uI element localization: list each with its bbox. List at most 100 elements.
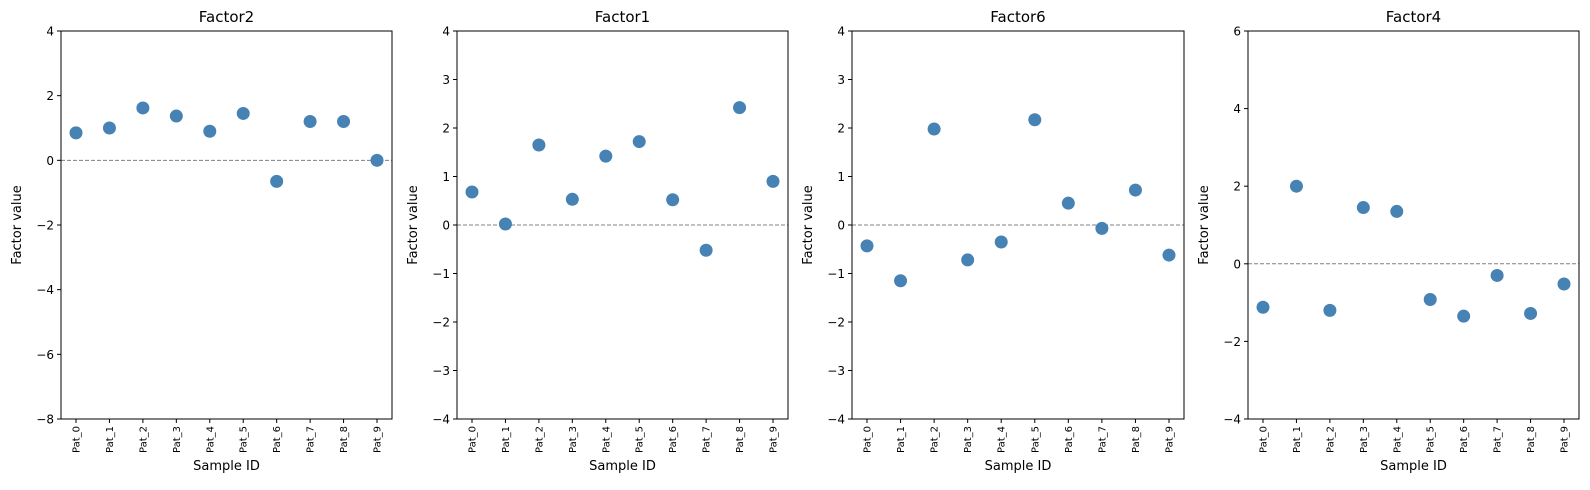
- y-tick-label: 0: [46, 154, 54, 168]
- x-tick-label: Pat_1: [501, 426, 512, 453]
- x-tick-label: Pat_6: [1064, 426, 1075, 453]
- y-tick-label: −3: [432, 364, 450, 378]
- y-tick-label: −2: [36, 219, 54, 233]
- data-point-pat-3: [1356, 201, 1370, 215]
- y-tick-label: −3: [827, 364, 845, 378]
- y-tick-label: −1: [827, 267, 845, 281]
- data-point-pat-7: [699, 243, 713, 257]
- data-point-pat-0: [465, 185, 479, 199]
- y-tick-label: 3: [837, 73, 845, 87]
- x-tick-label: Pat_9: [1165, 426, 1176, 453]
- data-point-pat-4: [203, 124, 217, 138]
- x-tick-label: Pat_0: [863, 426, 874, 453]
- x-tick-label: Pat_4: [601, 426, 612, 453]
- y-tick-label: 0: [442, 219, 450, 233]
- x-tick-label: Pat_3: [172, 426, 183, 453]
- chart-title: Factor4: [1386, 8, 1441, 26]
- axes-frame: [60, 30, 393, 420]
- y-tick-label: 0: [1233, 257, 1241, 271]
- chart-title: Factor6: [990, 8, 1045, 26]
- data-point-pat-5: [632, 135, 646, 149]
- y-tick-label: 4: [442, 25, 450, 39]
- x-axis-label: Sample ID: [589, 459, 656, 474]
- data-point-pat-3: [565, 192, 579, 206]
- data-point-pat-2: [136, 101, 150, 115]
- x-tick-label: Pat_5: [239, 426, 250, 453]
- data-point-pat-6: [666, 193, 680, 207]
- data-point-pat-2: [927, 122, 941, 136]
- subplot-factor2: Factor2 −8 −6 −4 −2 0 2 4 Pat_0 Pat_1 Pat_2 Pat_3 Pa…: [10, 8, 393, 474]
- data-point-pat-1: [102, 121, 116, 135]
- y-tick-label: −2: [432, 316, 450, 330]
- y-tick-label: 4: [837, 25, 845, 39]
- data-point-pat-1: [498, 217, 512, 231]
- data-point-pat-6: [1061, 196, 1075, 210]
- data-point-pat-3: [169, 109, 183, 123]
- x-tick-label: Pat_1: [105, 426, 116, 453]
- y-tick-label: −2: [1223, 335, 1241, 349]
- subplot-factor1: Factor1 −4 −3 −2 −1 0 1 2 3 4 Pat_0 Pat_1 Pat_2 Pat_3…: [406, 8, 789, 474]
- data-point-pat-9: [370, 153, 384, 167]
- data-point-pat-1: [1289, 179, 1303, 193]
- data-point-pat-5: [236, 106, 250, 120]
- x-tick-label: Pat_8: [339, 426, 350, 453]
- x-tick-label: Pat_6: [668, 426, 679, 453]
- y-axis-label: Factor value: [406, 185, 421, 264]
- x-tick-label: Pat_3: [568, 426, 579, 453]
- x-tick-label: Pat_9: [1560, 426, 1571, 453]
- y-tick-label: −8: [36, 413, 54, 427]
- x-tick-label: Pat_7: [1493, 426, 1504, 453]
- y-tick-label: 1: [442, 170, 450, 184]
- x-tick-label: Pat_0: [468, 426, 479, 453]
- y-tick-label: 2: [442, 122, 450, 136]
- subplot-factor4: Factor4 −4 −2 0 2 4 6 Pat_0 Pat_1 Pat_2 Pat_3 Pat_4…: [1197, 8, 1580, 474]
- y-tick-label: 2: [1233, 180, 1241, 194]
- x-tick-label: Pat_2: [1325, 426, 1336, 453]
- data-point-pat-4: [1390, 204, 1404, 218]
- x-tick-label: Pat_3: [1359, 426, 1370, 453]
- data-point-pat-4: [599, 149, 613, 163]
- chart-title: Factor2: [199, 8, 254, 26]
- data-point-pat-8: [733, 101, 747, 115]
- data-point-pat-0: [1256, 300, 1270, 314]
- y-axis-label: Factor value: [1197, 185, 1212, 264]
- y-tick-label: 2: [46, 89, 54, 103]
- x-tick-label: Pat_4: [1392, 426, 1403, 453]
- data-point-pat-7: [1490, 268, 1504, 282]
- axes-frame: [851, 30, 1185, 420]
- x-axis-label: Sample ID: [1380, 459, 1447, 474]
- data-point-pat-6: [270, 174, 284, 188]
- y-tick-label: −1: [432, 267, 450, 281]
- data-point-pat-0: [69, 126, 83, 140]
- y-axis-label: Factor value: [801, 185, 816, 264]
- x-tick-label: Pat_7: [306, 426, 317, 453]
- x-tick-label: Pat_3: [963, 426, 974, 453]
- chart-title: Factor1: [595, 8, 650, 26]
- y-tick-label: 1: [837, 170, 845, 184]
- x-tick-label: Pat_8: [735, 426, 746, 453]
- x-tick-label: Pat_0: [1259, 426, 1270, 453]
- data-point-pat-9: [1557, 277, 1571, 291]
- axes-frame: [456, 30, 789, 420]
- x-tick-label: Pat_8: [1526, 426, 1537, 453]
- x-tick-label: Pat_2: [930, 426, 941, 453]
- data-point-pat-2: [1323, 303, 1337, 317]
- data-point-pat-9: [766, 174, 780, 188]
- y-tick-label: −6: [36, 348, 54, 362]
- x-tick-label: Pat_2: [534, 426, 545, 453]
- y-tick-label: 2: [837, 122, 845, 136]
- x-axis-label: Sample ID: [193, 459, 260, 474]
- data-point-pat-8: [1128, 183, 1142, 197]
- x-tick-label: Pat_9: [769, 426, 780, 453]
- data-point-pat-2: [532, 138, 546, 152]
- data-point-pat-1: [894, 274, 908, 288]
- x-tick-label: Pat_5: [1030, 426, 1041, 453]
- y-tick-label: 6: [1233, 25, 1241, 39]
- x-tick-label: Pat_8: [1131, 426, 1142, 453]
- x-tick-label: Pat_7: [702, 426, 713, 453]
- x-tick-label: Pat_4: [205, 426, 216, 453]
- data-point-pat-5: [1423, 292, 1437, 306]
- data-point-pat-7: [303, 115, 317, 129]
- x-tick-label: Pat_1: [896, 426, 907, 453]
- data-point-pat-7: [1095, 221, 1109, 235]
